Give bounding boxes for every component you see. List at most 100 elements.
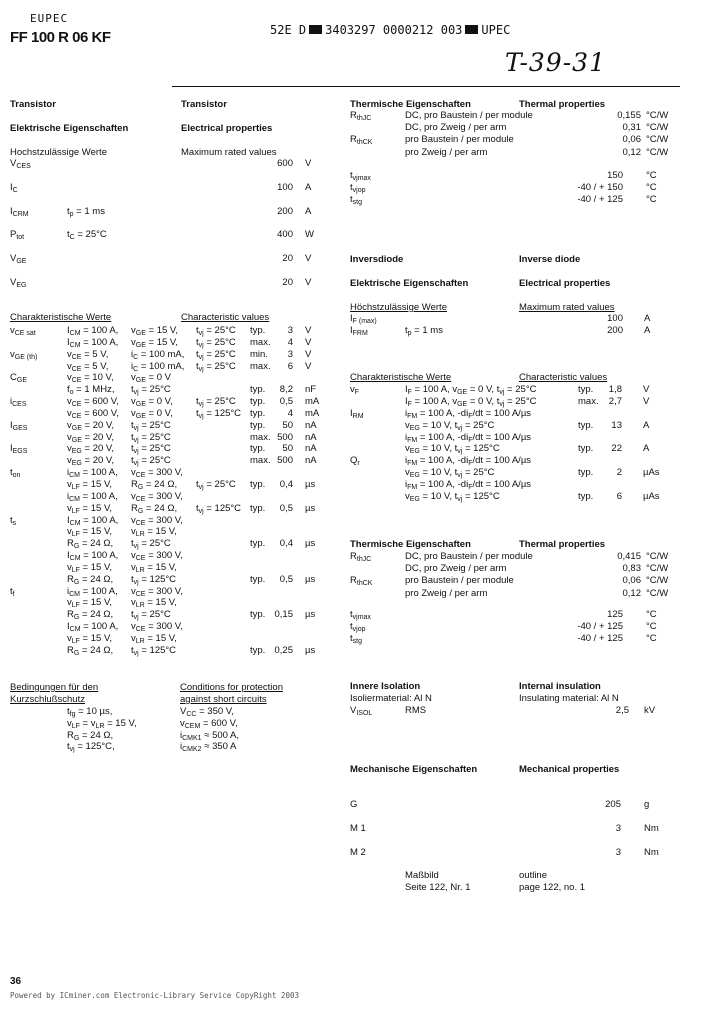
cell-condition: vEG = 20 V, <box>67 455 115 468</box>
cell-value: 0,155 <box>617 110 641 121</box>
cell-unit: µAs <box>643 491 660 503</box>
diode-electrical-de: Elektrische Eigenschaften <box>350 278 469 289</box>
cell-symbol: tvjmax <box>350 170 371 182</box>
cell-condition: fo = 1 MHz, <box>67 384 115 397</box>
cell-condition: IF = 100 A, vGE = 0 V, tvj = 25°C <box>405 395 537 408</box>
cell-condition: tC = 25°C <box>67 229 107 242</box>
transistor-char-de: Charakteristische Werte <box>10 312 112 323</box>
cell-unit: V <box>305 276 312 288</box>
cell-value: 125 <box>607 609 623 620</box>
cell-condition: tvj = 25°C <box>131 538 171 551</box>
cell-symbol: RthJC <box>350 551 372 563</box>
cell-condition: DC, pro Zweig / per arm <box>405 563 507 575</box>
cell-condition: iFM = 100 A, -diF/dt = 100 A/µs <box>405 407 532 420</box>
outline-page-de: Seite 122, Nr. 1 <box>405 882 471 893</box>
cell-condition: tvj = 25°C <box>196 360 236 373</box>
cell-condition: RG = 24 Ω, <box>67 538 114 551</box>
outline-label-de: Maßbild <box>405 870 439 881</box>
cell-value: 0,5 <box>279 396 293 408</box>
cell-value: 2,5 <box>615 705 629 716</box>
diode-char-de: Charakteristische Werte <box>350 372 452 383</box>
cell-symbol: IRM <box>350 407 364 420</box>
cell-condition: vLR = 15 V, <box>131 632 177 645</box>
cell-condition: tvj = 125°C, <box>67 741 115 754</box>
transistor-max-de: Hochstzulässige Werte <box>10 147 107 158</box>
cell-qualifier: typ. <box>250 443 266 455</box>
cell-unit: V <box>305 348 312 360</box>
cell-qualifier: typ. <box>250 502 266 514</box>
cell-symbol: RthCK <box>350 134 373 147</box>
cell-value: 50 <box>282 419 293 431</box>
cell-unit: °C/W <box>646 575 669 587</box>
cell-unit: V <box>305 325 312 336</box>
cell-condition: vLF = 15 V, <box>67 632 113 645</box>
cell-symbol: vCE sat <box>10 325 36 337</box>
scan-code: 52E D 3403297 0000212 003 UPEC <box>270 23 510 37</box>
transistor-electrical-en: Electrical properties <box>181 123 273 134</box>
cell-condition: tvj = 25°C <box>131 384 171 397</box>
cell-qualifier: max. <box>578 395 599 407</box>
cell-value: 0,25 <box>274 644 294 656</box>
cell-unit: °C <box>646 194 657 206</box>
cell-condition: VCC = 350 V, <box>180 706 234 718</box>
short-circuit-title-en-2: against short circuits <box>180 694 267 705</box>
cell-symbol: VCES <box>10 158 31 170</box>
diode-title-de: Inversdiode <box>350 254 404 265</box>
cell-value: -40 / + 125 <box>577 194 623 206</box>
cell-unit: µs <box>305 502 316 514</box>
cell-unit: °C/W <box>646 134 669 146</box>
cell-condition: tvj = 25°C <box>131 609 171 622</box>
cell-value: 100 <box>277 181 293 193</box>
cell-symbol: tvjop <box>350 621 366 634</box>
cell-condition: vGE = 15 V, <box>131 336 179 349</box>
cell-value: 0,415 <box>617 551 641 562</box>
cell-value: 3 <box>287 325 293 336</box>
cell-condition: tvj = 25°C <box>131 419 171 432</box>
cell-condition: RG = 24 Ω, <box>67 573 114 586</box>
cell-unit: °C/W <box>646 587 669 599</box>
cell-unit: V <box>305 253 312 265</box>
cell-unit: °C/W <box>646 551 669 562</box>
cell-condition: iC = 100 mA, <box>131 348 185 361</box>
cell-symbol: ton <box>10 467 21 480</box>
cell-condition: vCE = 300 V, <box>131 550 183 563</box>
cell-condition: vLR = 15 V, <box>131 561 177 574</box>
cell-qualifier: typ. <box>250 609 266 621</box>
cell-condition: RMS <box>405 705 427 716</box>
scan-code-b: 3403297 0000212 003 <box>325 23 463 37</box>
cell-value: 2 <box>616 467 622 479</box>
cell-condition: tvj = 125°C <box>196 407 242 420</box>
cell-condition: ICM = 100 A, <box>67 514 119 527</box>
cell-condition: tvj = 25°C <box>131 431 171 444</box>
cell-condition: vCE = 300 V, <box>131 467 183 480</box>
cell-unit: °C/W <box>646 122 669 134</box>
short-circuit-title-de-1: Bedingungen für den <box>10 682 99 693</box>
cell-unit: µs <box>305 609 316 621</box>
cell-condition: vCE = 300 V, <box>131 490 183 503</box>
cell-value: 500 <box>277 455 293 467</box>
cell-unit: W <box>305 229 314 241</box>
cell-unit: °C <box>646 633 657 645</box>
cell-symbol: tstg <box>350 194 362 207</box>
cell-condition: RG = 24 Ω, <box>131 502 178 515</box>
cell-qualifier: max. <box>250 360 271 372</box>
cell-qualifier: max. <box>250 431 271 443</box>
cell-condition: tvj = 25°C <box>131 455 171 468</box>
cell-condition: iCMK1 ≈ 500 A, <box>180 729 240 742</box>
cell-value: 8,2 <box>279 384 293 396</box>
cell-symbol: vF <box>350 384 360 396</box>
cell-condition: tvj = 125°C <box>131 644 177 657</box>
diode-char-en: Characteristic values <box>519 372 608 383</box>
cell-symbol: ICRM <box>10 205 29 218</box>
cell-unit: A <box>643 419 650 431</box>
cell-condition: DC, pro Baustein / per module <box>405 551 533 562</box>
cell-unit: °C <box>646 182 657 194</box>
cell-condition: tvj = 25°C <box>131 443 171 456</box>
diode-thermal-de: Thermische Eigenschaften <box>350 539 471 550</box>
transistor-electrical-de: Elektrische Eigenschaften <box>10 123 129 134</box>
cell-condition: vCEM = 600 V, <box>180 717 238 730</box>
cell-condition: vGE = 0 V <box>131 372 171 385</box>
cell-unit: µs <box>305 478 316 490</box>
cell-condition: tvj = 25°C <box>196 325 236 337</box>
cell-value: 0,5 <box>279 573 293 585</box>
